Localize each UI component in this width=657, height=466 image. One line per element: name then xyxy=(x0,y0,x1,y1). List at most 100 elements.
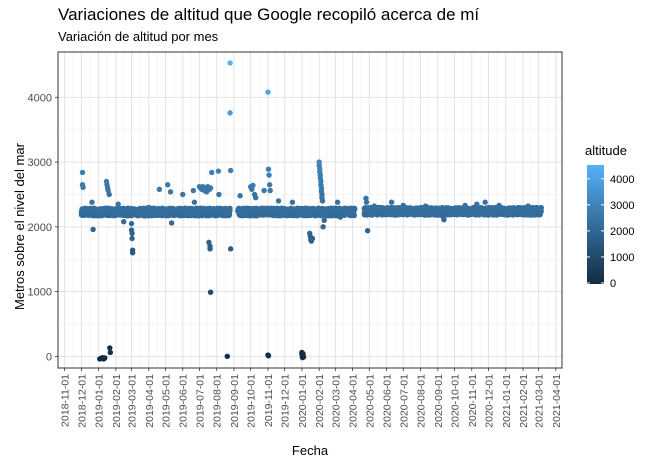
colorbar xyxy=(587,165,604,284)
data-point xyxy=(165,182,171,188)
y-tick-label: 4000 xyxy=(28,92,52,104)
x-tick-label: 2020-03-01 xyxy=(330,374,342,428)
data-point xyxy=(364,228,371,234)
y-tick-label: 3000 xyxy=(28,157,52,169)
legend-label: 2000 xyxy=(610,226,634,238)
x-tick-label: 2021-04-01 xyxy=(551,374,563,428)
x-tick-label: 2019-01-01 xyxy=(94,374,106,428)
data-point xyxy=(106,191,112,198)
x-tick-label: 2021-02-01 xyxy=(518,374,530,428)
data-point xyxy=(319,198,326,204)
data-point xyxy=(107,345,113,351)
data-point xyxy=(89,199,95,205)
x-tick-label: 2019-11-01 xyxy=(263,374,275,427)
data-point xyxy=(334,199,341,205)
data-point xyxy=(207,289,214,295)
chart-title: Variaciones de altitud que Google recopi… xyxy=(58,5,480,24)
data-point xyxy=(79,169,86,176)
data-point xyxy=(266,172,272,178)
data-point xyxy=(275,198,282,204)
data-point xyxy=(180,191,186,198)
data-point xyxy=(250,182,256,189)
x-tick-label: 2020-09-01 xyxy=(433,374,445,428)
x-tick-label: 2018-11-01 xyxy=(60,374,72,427)
x-tick-label: 2020-08-01 xyxy=(416,374,428,428)
x-tick-label: 2021-01-01 xyxy=(501,374,513,428)
x-axis-title: Fecha xyxy=(291,443,329,458)
data-point xyxy=(289,199,296,205)
data-point xyxy=(207,246,213,252)
data-point xyxy=(227,60,233,66)
x-tick-label: 2019-04-01 xyxy=(144,374,156,428)
x-tick-label: 2019-08-01 xyxy=(212,374,224,428)
data-point xyxy=(337,214,344,220)
data-point xyxy=(227,110,233,116)
y-tick-label: 1000 xyxy=(28,287,52,299)
data-point xyxy=(215,168,222,174)
data-point xyxy=(129,250,136,256)
data-point xyxy=(115,201,121,207)
baseline-point xyxy=(538,205,544,211)
y-axis-title: Metros sobre el nivel del mar xyxy=(12,143,27,310)
data-point xyxy=(96,211,102,217)
legend-title: altitude xyxy=(585,143,627,158)
y-tick-label: 0 xyxy=(46,351,52,363)
y-axis: 0 1000 2000 3000 4000 xyxy=(28,92,58,363)
data-point xyxy=(121,218,127,225)
x-tick-label: 2019-07-01 xyxy=(194,374,206,428)
data-point xyxy=(266,182,273,188)
x-tick-label: 2020-07-01 xyxy=(398,374,410,428)
x-tick-label: 2020-01-01 xyxy=(297,374,309,428)
data-point xyxy=(261,187,267,194)
data-point xyxy=(207,185,214,191)
data-point xyxy=(190,187,197,194)
data-point xyxy=(253,194,259,201)
x-tick-label: 2018-12-01 xyxy=(76,374,88,428)
data-point xyxy=(371,203,378,209)
data-point xyxy=(107,349,114,356)
chart-subtitle: Variación de altitud por mes xyxy=(58,29,219,44)
legend-label: 1000 xyxy=(610,252,634,264)
data-point xyxy=(224,353,230,360)
data-point xyxy=(128,220,135,227)
data-point xyxy=(80,184,86,191)
data-point xyxy=(168,220,175,226)
baseline-point xyxy=(352,205,358,212)
data-point xyxy=(237,193,243,199)
data-point xyxy=(227,246,234,252)
data-point xyxy=(102,355,108,361)
data-point xyxy=(129,230,135,237)
x-tick-label: 2021-03-01 xyxy=(534,374,546,428)
data-point xyxy=(227,167,234,174)
x-tick-label: 2020-10-01 xyxy=(450,374,462,428)
x-axis: 2018-11-01 2018-12-01 2019-01-01 2019-02-01… xyxy=(60,368,563,428)
legend-label: 0 xyxy=(610,278,616,290)
baseline-point xyxy=(227,208,233,214)
data-point xyxy=(167,189,174,195)
x-tick-label: 2020-12-01 xyxy=(483,374,495,428)
data-point xyxy=(90,226,96,233)
data-point xyxy=(216,191,222,198)
x-tick-label: 2019-10-01 xyxy=(246,374,258,428)
data-point xyxy=(209,169,215,176)
data-point xyxy=(441,217,447,223)
data-point xyxy=(309,235,316,242)
data-point xyxy=(265,89,271,95)
legend-label: 3000 xyxy=(610,200,634,212)
data-point xyxy=(363,199,370,205)
baseline-point xyxy=(351,213,357,219)
data-point xyxy=(422,203,429,209)
data-point xyxy=(265,166,272,172)
data-point xyxy=(300,354,307,360)
y-tick-label: 2000 xyxy=(28,222,52,234)
data-point xyxy=(474,201,480,207)
data-point xyxy=(156,186,163,192)
x-tick-label: 2019-06-01 xyxy=(178,374,190,428)
x-tick-label: 2020-06-01 xyxy=(382,374,394,428)
legend-label: 4000 xyxy=(610,174,634,186)
data-point xyxy=(388,199,395,205)
data-point xyxy=(146,204,152,211)
data-point xyxy=(320,224,326,230)
x-tick-label: 2019-03-01 xyxy=(127,374,139,428)
